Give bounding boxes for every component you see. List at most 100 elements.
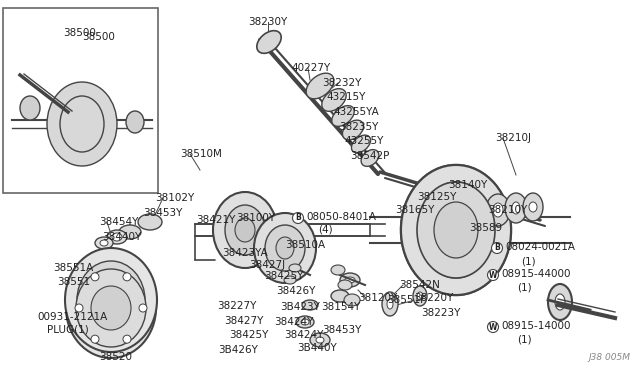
Text: 38453Y: 38453Y <box>322 325 362 335</box>
Ellipse shape <box>401 165 511 295</box>
Ellipse shape <box>345 277 355 283</box>
Circle shape <box>75 304 83 312</box>
Ellipse shape <box>523 193 543 221</box>
Ellipse shape <box>310 333 330 347</box>
Text: 38542P: 38542P <box>350 151 389 161</box>
Ellipse shape <box>338 280 352 290</box>
Text: 38425Y: 38425Y <box>264 271 303 281</box>
Ellipse shape <box>276 237 294 259</box>
Ellipse shape <box>306 73 334 99</box>
Text: 38102Y: 38102Y <box>155 193 195 203</box>
Text: 38210Y: 38210Y <box>488 205 527 215</box>
Text: 38421Y: 38421Y <box>196 215 236 225</box>
Ellipse shape <box>322 89 346 111</box>
Text: 38551F: 38551F <box>387 295 426 305</box>
Ellipse shape <box>254 213 316 283</box>
Text: 38223Y: 38223Y <box>421 308 460 318</box>
Ellipse shape <box>284 276 296 284</box>
Text: (1): (1) <box>521 256 536 266</box>
Ellipse shape <box>387 299 393 309</box>
Ellipse shape <box>529 202 537 212</box>
Text: 38227Y: 38227Y <box>217 301 257 311</box>
Text: (1): (1) <box>517 335 532 345</box>
Ellipse shape <box>76 269 146 347</box>
Ellipse shape <box>60 96 104 152</box>
Ellipse shape <box>213 192 277 268</box>
Ellipse shape <box>66 258 156 358</box>
Text: W: W <box>489 270 497 279</box>
Text: 08050-8401A: 08050-8401A <box>306 212 376 222</box>
Circle shape <box>492 243 502 253</box>
Ellipse shape <box>434 202 478 258</box>
Text: 38542N: 38542N <box>399 280 440 290</box>
Ellipse shape <box>512 202 520 214</box>
Circle shape <box>123 335 131 343</box>
Text: 38425Y: 38425Y <box>229 330 268 340</box>
Ellipse shape <box>382 292 398 316</box>
Text: B: B <box>494 244 500 253</box>
Text: 38100Y: 38100Y <box>236 213 275 223</box>
Ellipse shape <box>417 292 423 300</box>
Ellipse shape <box>107 230 127 244</box>
Ellipse shape <box>475 211 485 219</box>
Circle shape <box>91 335 99 343</box>
Text: 38235Y: 38235Y <box>339 122 378 132</box>
Text: 38220Y: 38220Y <box>414 293 453 303</box>
Ellipse shape <box>413 286 427 306</box>
Ellipse shape <box>100 240 108 246</box>
Text: 43255YA: 43255YA <box>333 107 379 117</box>
Text: B: B <box>295 214 301 222</box>
Ellipse shape <box>418 182 494 278</box>
Circle shape <box>488 321 499 333</box>
Ellipse shape <box>332 106 354 126</box>
Ellipse shape <box>555 294 565 310</box>
Ellipse shape <box>289 264 301 272</box>
Ellipse shape <box>434 202 478 258</box>
Ellipse shape <box>351 135 371 153</box>
Text: W: W <box>489 323 497 331</box>
Ellipse shape <box>468 207 492 223</box>
Ellipse shape <box>361 150 379 166</box>
Text: (1): (1) <box>517 283 532 293</box>
Text: 38427Y: 38427Y <box>224 316 264 326</box>
Bar <box>3 8 158 193</box>
Ellipse shape <box>126 111 144 133</box>
Ellipse shape <box>301 319 309 325</box>
Text: J38 005M: J38 005M <box>588 353 630 362</box>
Text: 38424Y: 38424Y <box>284 330 323 340</box>
Text: 38510A: 38510A <box>285 240 325 250</box>
Ellipse shape <box>112 233 122 241</box>
Text: 3B440Y: 3B440Y <box>297 343 337 353</box>
Circle shape <box>123 273 131 281</box>
Text: 3B423Y: 3B423Y <box>280 302 320 312</box>
Ellipse shape <box>47 82 117 166</box>
Text: 38510M: 38510M <box>180 149 222 159</box>
Ellipse shape <box>265 225 305 271</box>
Ellipse shape <box>91 286 131 330</box>
Text: 38154Y: 38154Y <box>321 302 360 312</box>
Ellipse shape <box>235 218 255 242</box>
Ellipse shape <box>331 265 345 275</box>
Text: 08915-14000: 08915-14000 <box>501 321 570 331</box>
Ellipse shape <box>95 237 113 249</box>
Text: 3B426Y: 3B426Y <box>218 345 258 355</box>
Text: 38165Y: 38165Y <box>395 205 435 215</box>
Text: 38440Y: 38440Y <box>102 232 141 242</box>
Text: 38500: 38500 <box>63 28 97 38</box>
Circle shape <box>91 273 99 281</box>
Text: 08915-44000: 08915-44000 <box>501 269 570 279</box>
Ellipse shape <box>342 120 364 140</box>
Text: 43255Y: 43255Y <box>344 136 383 146</box>
Text: 38500: 38500 <box>82 32 115 42</box>
Text: 38232Y: 38232Y <box>322 78 362 88</box>
Ellipse shape <box>296 316 314 328</box>
Text: 38120Y: 38120Y <box>358 293 397 303</box>
Text: 38551A: 38551A <box>53 263 93 273</box>
Text: 40227Y: 40227Y <box>291 63 330 73</box>
Text: 38140Y: 38140Y <box>448 180 487 190</box>
Ellipse shape <box>302 300 318 310</box>
Text: 08024-0021A: 08024-0021A <box>505 242 575 252</box>
Ellipse shape <box>401 165 511 295</box>
Ellipse shape <box>344 294 360 306</box>
Text: 38125Y: 38125Y <box>417 192 456 202</box>
